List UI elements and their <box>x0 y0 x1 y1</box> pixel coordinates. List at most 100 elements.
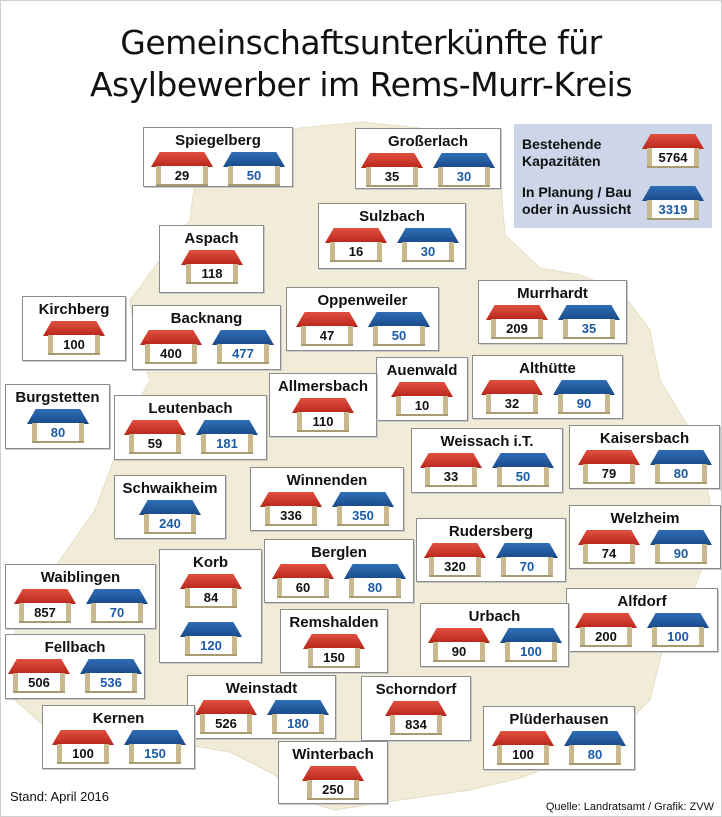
municipality-box: Weinstadt 526 180 <box>187 675 336 739</box>
existing-value: 200 <box>595 629 617 644</box>
municipality-box: Oppenweiler 47 50 <box>286 287 439 351</box>
planned-value: 35 <box>581 321 597 336</box>
existing-value: 59 <box>147 436 163 451</box>
planned-value: 240 <box>159 516 181 531</box>
municipality-box: Leutenbach 59 181 <box>114 395 267 460</box>
municipality-name: Alfdorf <box>617 593 667 610</box>
existing-house-icon: 320 <box>424 543 486 577</box>
existing-house-icon: 10 <box>391 382 453 416</box>
existing-house-icon: 110 <box>292 398 354 432</box>
municipality-box: Schorndorf 834 <box>361 676 471 741</box>
planned-value: 30 <box>456 169 472 184</box>
planned-value: 100 <box>520 644 542 659</box>
municipality-name: Welzheim <box>610 510 680 527</box>
municipality-box: Korb 84 120 <box>159 549 262 663</box>
municipality-box: Kernen 100 150 <box>42 705 195 769</box>
existing-value: 118 <box>201 266 223 281</box>
municipality-box: Sulzbach 16 30 <box>318 203 466 269</box>
municipality-name: Oppenweiler <box>317 292 408 309</box>
municipality-name: Rudersberg <box>448 523 534 540</box>
existing-value: 35 <box>384 169 400 184</box>
existing-house-icon: 250 <box>302 766 364 800</box>
municipality-name: Waiblingen <box>40 569 121 586</box>
planned-house-icon: 30 <box>433 153 495 187</box>
planned-value: 80 <box>367 580 383 595</box>
planned-value: 80 <box>673 466 689 481</box>
municipality-name: Sulzbach <box>359 208 425 225</box>
planned-value: 181 <box>216 436 238 451</box>
planned-value: 50 <box>391 328 407 343</box>
planned-value: 70 <box>519 559 535 574</box>
municipality-name: Urbach <box>468 608 521 625</box>
municipality-box: Urbach 90 100 <box>420 603 569 667</box>
planned-house-icon: 100 <box>500 628 562 662</box>
municipality-box: Burgstetten 80 <box>5 384 110 449</box>
existing-house-icon: 506 <box>8 659 70 693</box>
planned-house-icon: 536 <box>80 659 142 693</box>
planned-value: 100 <box>667 629 689 644</box>
existing-value: 110 <box>312 414 334 429</box>
municipality-box: Fellbach 506 536 <box>5 634 145 699</box>
existing-house-icon: 35 <box>361 153 423 187</box>
municipality-name: Althütte <box>519 360 576 377</box>
existing-value: 32 <box>504 396 520 411</box>
planned-house-icon: 100 <box>647 613 709 647</box>
existing-house-icon: 400 <box>140 330 202 364</box>
planned-value: 536 <box>100 675 122 690</box>
source-credit: Quelle: Landratsamt / Grafik: ZVW <box>545 801 714 813</box>
planned-house-icon: 50 <box>368 312 430 346</box>
municipality-name: Leutenbach <box>148 400 233 417</box>
existing-value: 90 <box>451 644 467 659</box>
legend-existing-label-1: Bestehende <box>522 136 602 152</box>
existing-house-icon: 60 <box>272 564 334 598</box>
existing-value: 400 <box>160 346 182 361</box>
municipality-box: Alfdorf 200 100 <box>566 588 718 652</box>
municipality-box: Spiegelberg 29 50 <box>143 127 293 187</box>
municipality-name: Kaisersbach <box>599 430 690 447</box>
planned-value: 50 <box>246 168 262 183</box>
legend-planned-value: 3319 <box>658 202 688 217</box>
existing-value: 857 <box>34 605 56 620</box>
planned-value: 180 <box>287 716 309 731</box>
existing-house-icon: 150 <box>303 634 365 668</box>
existing-house-icon: 526 <box>195 700 257 734</box>
municipality-box: Winterbach 250 <box>278 741 388 804</box>
planned-house-icon: 80 <box>27 409 89 443</box>
municipality-name: Berglen <box>311 544 367 561</box>
existing-house-icon: 834 <box>385 701 447 735</box>
existing-house-icon: 336 <box>260 492 322 526</box>
municipality-box: Backnang 400 477 <box>132 305 281 370</box>
existing-value: 834 <box>405 717 427 732</box>
legend-existing-label-2: Kapazitäten <box>522 153 601 169</box>
existing-value: 150 <box>323 650 345 665</box>
legend-planned-house-icon: 3319 <box>642 186 704 220</box>
municipality-name: Kernen <box>92 710 145 727</box>
municipality-name: Aspach <box>184 230 239 247</box>
municipality-name: Allmersbach <box>277 378 369 395</box>
existing-house-icon: 200 <box>575 613 637 647</box>
planned-house-icon: 240 <box>139 500 201 534</box>
title-line-1: Gemeinschaftsunterkünfte für <box>120 23 602 62</box>
existing-value: 526 <box>215 716 237 731</box>
planned-house-icon: 477 <box>212 330 274 364</box>
planned-house-icon: 350 <box>332 492 394 526</box>
planned-value: 80 <box>50 425 66 440</box>
municipality-name: Weinstadt <box>225 680 298 697</box>
existing-value: 84 <box>203 590 219 605</box>
existing-value: 10 <box>414 398 430 413</box>
existing-house-icon: 118 <box>181 250 243 284</box>
municipality-name: Winterbach <box>292 746 374 763</box>
existing-value: 100 <box>72 746 94 761</box>
municipality-name: Kirchberg <box>38 301 110 318</box>
legend-planned-label-2: oder in Aussicht <box>522 201 632 217</box>
municipality-name: Spiegelberg <box>175 132 261 149</box>
planned-value: 150 <box>144 746 166 761</box>
existing-value: 320 <box>444 559 466 574</box>
planned-house-icon: 80 <box>564 731 626 765</box>
legend-existing-value: 5764 <box>658 150 688 165</box>
planned-value: 90 <box>673 546 689 561</box>
planned-house-icon: 70 <box>86 589 148 623</box>
existing-value: 29 <box>174 168 190 183</box>
stand-date: Stand: April 2016 <box>10 789 110 804</box>
municipality-box: Waiblingen 857 70 <box>5 564 156 629</box>
